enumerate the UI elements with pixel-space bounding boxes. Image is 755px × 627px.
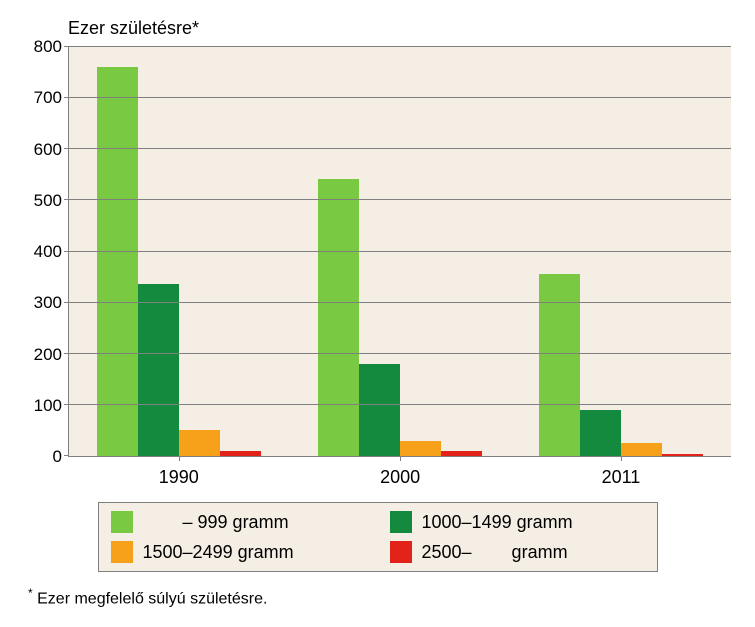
y-tick-mark — [64, 404, 69, 405]
grid-line — [69, 404, 731, 405]
y-tick-label: 200 — [34, 345, 62, 365]
bar — [400, 441, 441, 456]
plot-wrap: 0100200300400500600700800 — [24, 47, 731, 457]
y-tick-mark — [64, 455, 69, 456]
legend-item: 1500–2499 gramm — [111, 541, 366, 563]
bar — [359, 364, 400, 456]
chart-container: Ezer születésre* 0 100 200 300 400 500 600 700 8… — [0, 0, 755, 627]
x-tick-mark — [400, 456, 401, 461]
y-tick-mark — [64, 46, 69, 47]
legend-label: – 999 gramm — [143, 512, 289, 533]
y-tick-label: 600 — [34, 140, 62, 160]
bars-area — [69, 47, 731, 456]
legend-swatch — [111, 511, 133, 533]
grid-line — [69, 199, 731, 200]
y-tick-label: 300 — [34, 293, 62, 313]
x-axis-label: 2011 — [602, 467, 641, 488]
grid-line — [69, 46, 731, 47]
y-tick-label: 100 — [34, 396, 62, 416]
legend-item: 2500– gramm — [390, 541, 645, 563]
bar — [97, 67, 138, 457]
bar — [580, 410, 621, 456]
legend-label: 1500–2499 gramm — [143, 542, 294, 563]
bar — [318, 179, 359, 456]
bar — [138, 284, 179, 456]
y-tick-label: 700 — [34, 88, 62, 108]
plot-area — [68, 47, 731, 457]
x-tick-mark — [621, 456, 622, 461]
legend-item: – 999 gramm — [111, 511, 366, 533]
grid-line — [69, 353, 731, 354]
bar-group — [318, 179, 482, 456]
y-tick-label: 800 — [34, 37, 62, 57]
x-tick-mark — [179, 456, 180, 461]
bar-group — [97, 67, 261, 457]
y-axis-title: Ezer születésre* — [68, 18, 731, 39]
grid-line — [69, 148, 731, 149]
y-tick-mark — [64, 148, 69, 149]
bar — [662, 454, 703, 456]
x-axis-label: 2000 — [380, 467, 420, 488]
y-tick-mark — [64, 97, 69, 98]
x-axis-labels: 1990 2000 2011 — [68, 457, 731, 488]
y-tick-mark — [64, 251, 69, 252]
bar — [179, 430, 220, 456]
bar — [621, 443, 662, 456]
bar — [220, 451, 261, 456]
grid-line — [69, 302, 731, 303]
legend-swatch — [390, 541, 412, 563]
legend-label: 2500– gramm — [422, 542, 568, 563]
legend-label: 1000–1499 gramm — [422, 512, 573, 533]
footnote-text: Ezer megfelelő súlyú születésre. — [33, 590, 268, 607]
y-tick-mark — [64, 302, 69, 303]
footnote: * Ezer megfelelő súlyú születésre. — [28, 586, 731, 608]
x-axis-label: 1990 — [159, 467, 199, 488]
y-tick-label: 400 — [34, 242, 62, 262]
legend-swatch — [111, 541, 133, 563]
grid-line — [69, 251, 731, 252]
y-tick-mark — [64, 199, 69, 200]
y-tick-label: 0 — [53, 447, 62, 467]
bar — [441, 451, 482, 456]
legend: – 999 gramm 1000–1499 gramm 1500–2499 gram… — [98, 502, 658, 572]
y-tick-mark — [64, 353, 69, 354]
grid-line — [69, 97, 731, 98]
legend-item: 1000–1499 gramm — [390, 511, 645, 533]
y-axis: 0100200300400500600700800 — [24, 47, 68, 457]
legend-swatch — [390, 511, 412, 533]
y-tick-label: 500 — [34, 191, 62, 211]
